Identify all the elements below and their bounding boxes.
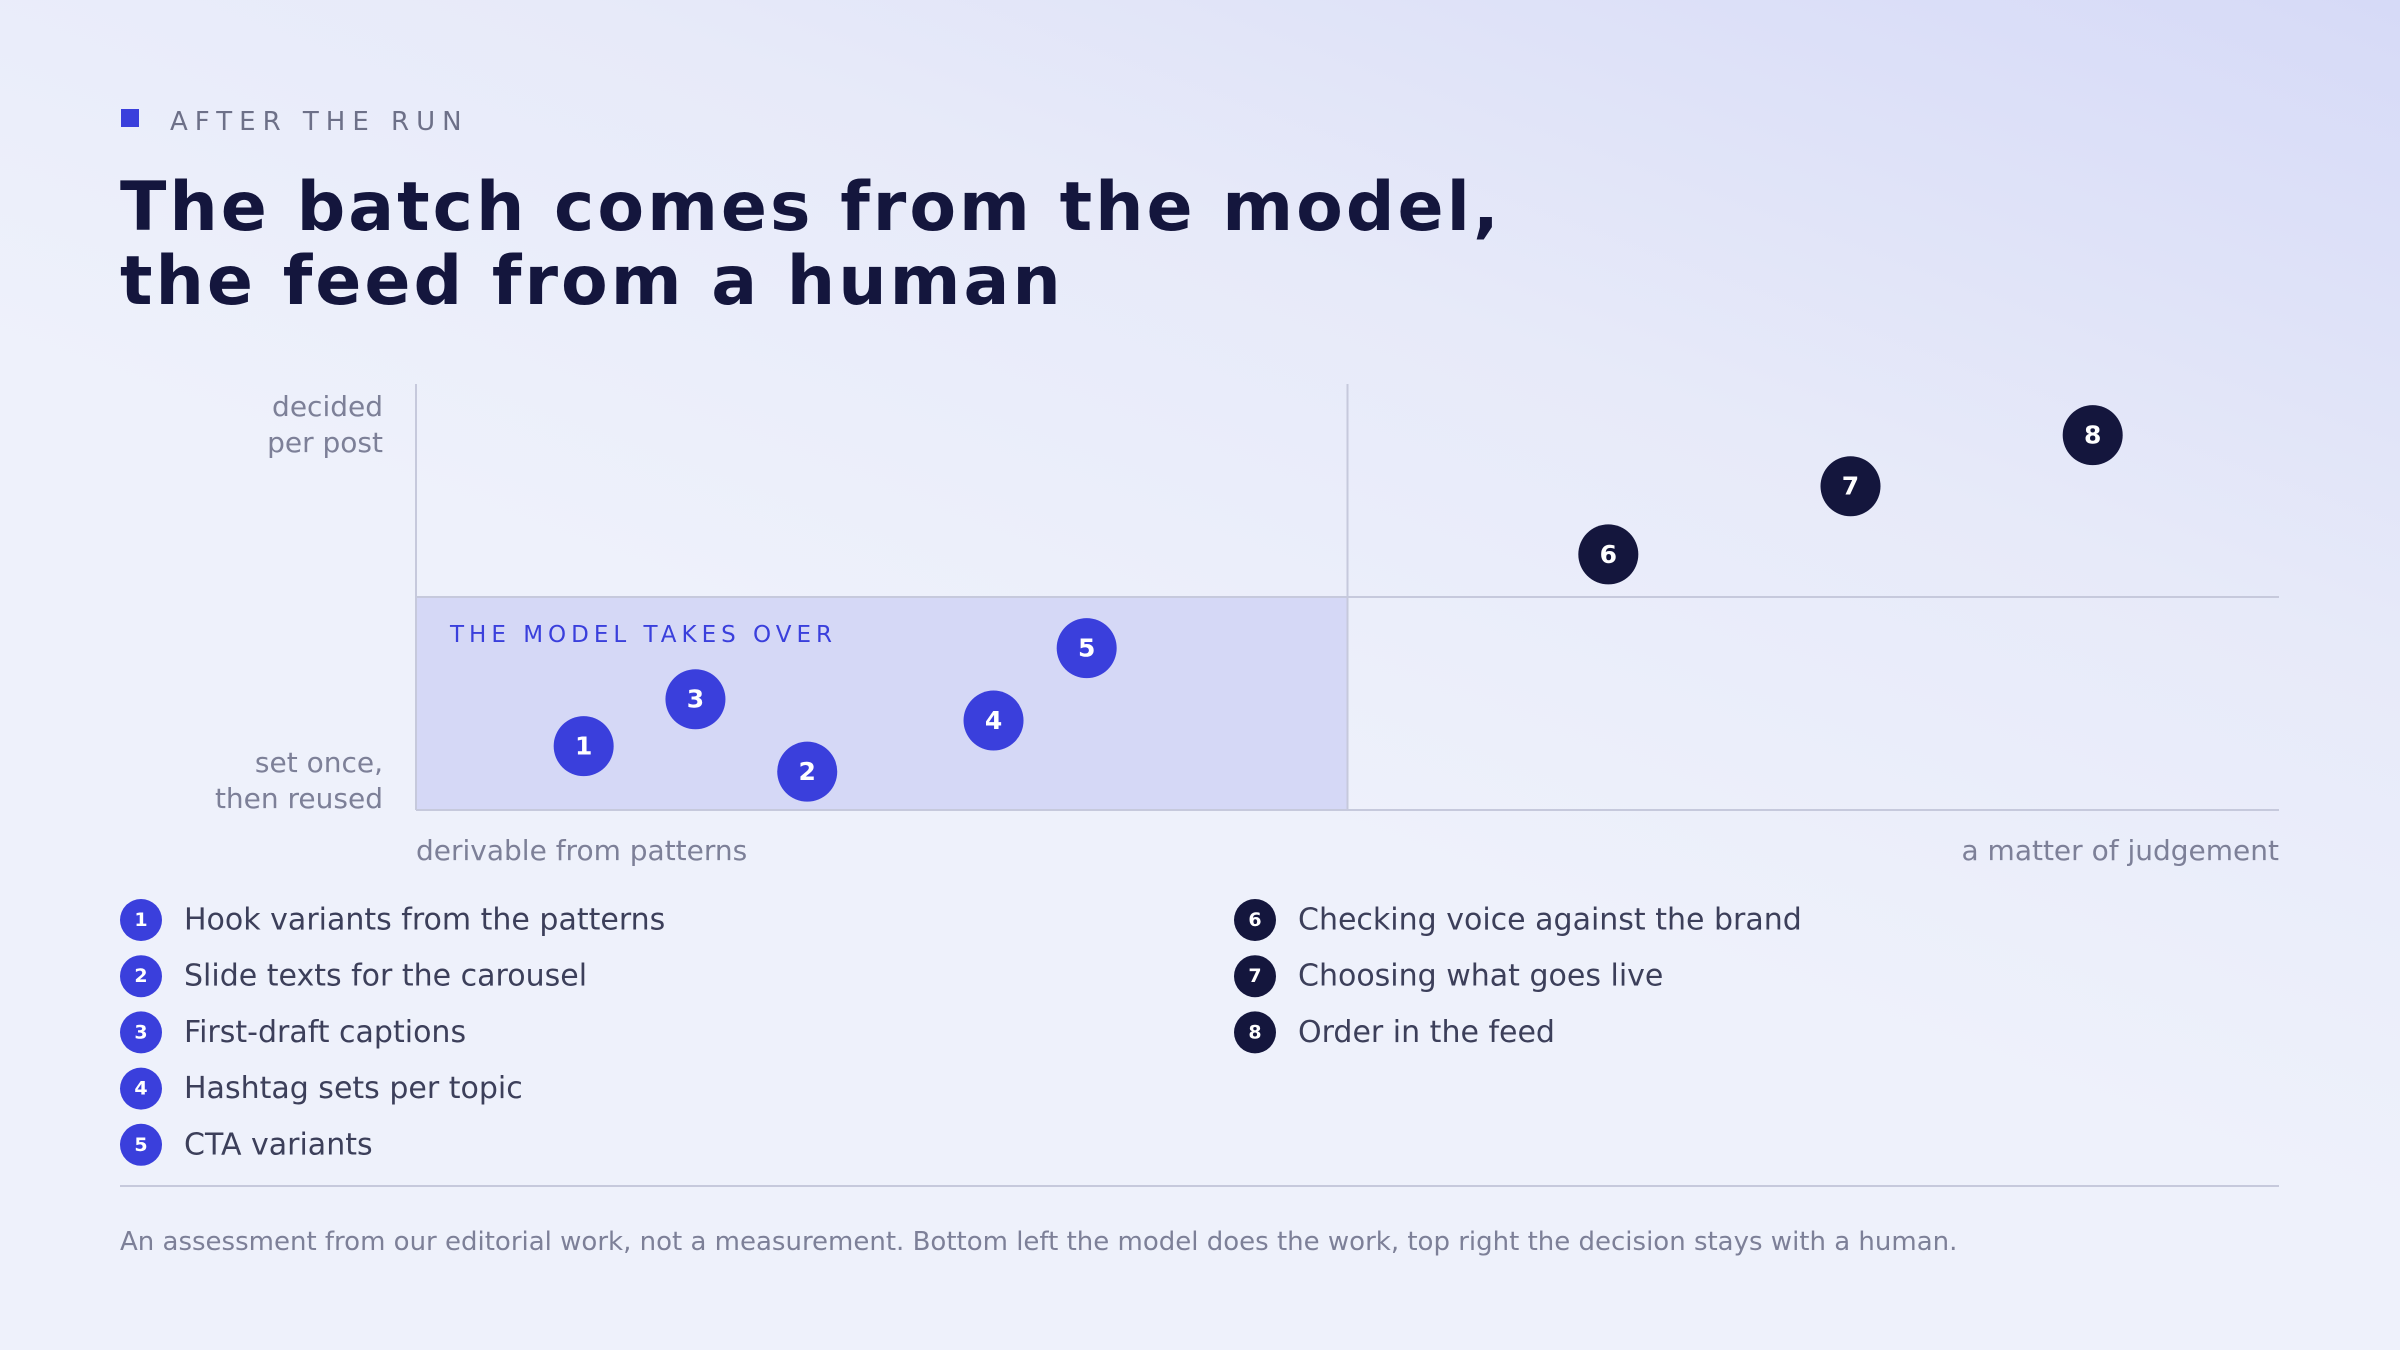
point-number: 7 <box>1842 472 1859 501</box>
legend-marker <box>120 899 162 941</box>
point-number: 4 <box>985 706 1002 735</box>
model-region <box>416 597 1348 810</box>
eyebrow-marker <box>121 109 139 127</box>
point <box>665 669 726 730</box>
eyebrow: AFTER THE RUN <box>170 107 469 137</box>
point-number: 1 <box>575 732 592 761</box>
point-number: 5 <box>1078 634 1095 663</box>
legend-number: 2 <box>134 965 147 987</box>
legend-number: 7 <box>1248 965 1261 987</box>
title-line: The batch comes from the model, <box>120 168 1502 247</box>
point <box>553 716 614 777</box>
legend-marker <box>120 1123 162 1166</box>
x-axis-label: a matter of judgement <box>1961 834 2279 867</box>
point-number: 2 <box>799 757 816 786</box>
point <box>1820 456 1881 517</box>
legend-label: Hook variants from the patterns <box>184 903 665 938</box>
legend-label: Hashtag sets per topic <box>184 1071 523 1106</box>
legend-marker <box>120 955 162 998</box>
legend-label: Choosing what goes live <box>1298 959 1663 994</box>
y-axis-label: then reused <box>215 782 383 815</box>
point <box>963 690 1024 751</box>
legend-label: Slide texts for the carousel <box>184 959 587 994</box>
legend-marker <box>120 1067 162 1110</box>
legend-number: 4 <box>134 1078 147 1100</box>
legend-number: 1 <box>134 909 147 931</box>
legend-label: CTA variants <box>184 1127 373 1162</box>
region-label: THE MODEL TAKES OVER <box>449 622 837 648</box>
legend-number: 8 <box>1248 1021 1261 1043</box>
legend-number: 6 <box>1248 909 1261 931</box>
point <box>1578 524 1639 585</box>
title-line: the feed from a human <box>120 242 1064 321</box>
point <box>1056 618 1117 679</box>
legend-label: Checking voice against the brand <box>1298 903 1802 938</box>
legend-marker <box>1234 955 1276 998</box>
x-axis-label: derivable from patterns <box>416 834 747 867</box>
legend-marker <box>1234 1011 1276 1054</box>
legend-label: Order in the feed <box>1298 1015 1555 1050</box>
point-number: 8 <box>2084 421 2101 450</box>
legend-number: 3 <box>134 1021 147 1043</box>
legend-marker <box>1234 899 1276 941</box>
y-axis-label: set once, <box>255 746 383 779</box>
point-number: 6 <box>1600 540 1617 569</box>
point <box>2062 405 2123 466</box>
point <box>777 741 838 802</box>
point-number: 3 <box>687 685 704 714</box>
legend-label: First-draft captions <box>184 1015 466 1050</box>
footnote: An assessment from our editorial work, n… <box>120 1227 1957 1257</box>
y-axis-label: decided <box>272 390 383 423</box>
legend-marker <box>120 1011 162 1054</box>
y-axis-label: per post <box>267 426 383 459</box>
legend-number: 5 <box>134 1134 147 1156</box>
